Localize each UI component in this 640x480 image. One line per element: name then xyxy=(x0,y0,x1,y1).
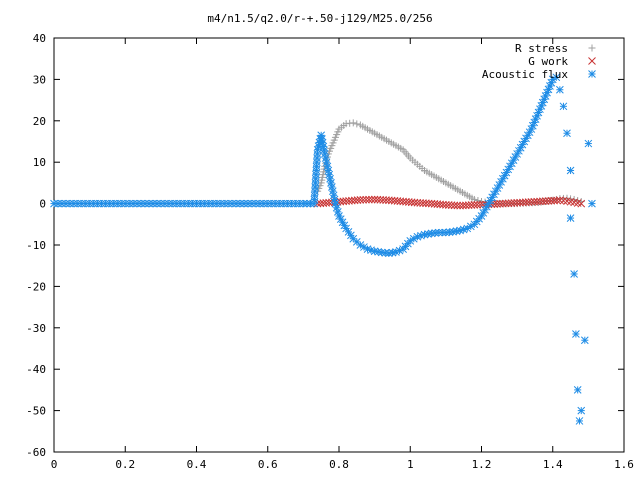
x-tick-label: 0.4 xyxy=(187,458,207,471)
data-point xyxy=(546,82,554,90)
data-point xyxy=(365,195,373,204)
data-point xyxy=(359,195,368,204)
y-tick-label: 20 xyxy=(33,115,46,128)
data-point xyxy=(349,119,357,127)
data-point xyxy=(559,102,568,111)
data-point xyxy=(566,214,575,222)
data-point xyxy=(255,199,264,208)
data-point xyxy=(362,195,370,204)
data-point xyxy=(584,139,593,148)
data-point xyxy=(196,199,205,208)
axes: 0 0.2 0.4 0.6 0.8 1 1.2 1.4 1.6 40 30 20 10 0 -10 -20 -3… xyxy=(26,32,634,471)
x-tick-label: 1 xyxy=(407,458,414,471)
x-tick-label: 1.4 xyxy=(543,458,563,471)
legend-marker xyxy=(588,57,596,65)
y-tick-label: 10 xyxy=(33,156,46,169)
data-point xyxy=(81,199,90,208)
x-tick-label: 0 xyxy=(51,458,58,471)
data-marks xyxy=(50,73,596,425)
series-2 xyxy=(50,73,596,425)
legend-label: G work xyxy=(528,55,568,68)
data-point xyxy=(572,330,580,338)
data-point xyxy=(58,199,66,208)
x-tick-label: 0.2 xyxy=(115,458,135,471)
data-point xyxy=(473,200,482,209)
data-point xyxy=(575,417,584,425)
plot-frame xyxy=(53,37,625,453)
data-point xyxy=(453,201,462,210)
data-point xyxy=(129,199,138,208)
x-tick-label: 1.2 xyxy=(472,458,492,471)
data-point xyxy=(577,406,586,415)
series-1 xyxy=(313,195,586,210)
data-point xyxy=(252,199,260,208)
data-point xyxy=(577,199,586,208)
y-tick-label: 40 xyxy=(33,32,46,45)
data-point xyxy=(325,170,334,179)
legend-label: Acoustic flux xyxy=(482,68,568,81)
data-point xyxy=(89,199,98,208)
legend-marker xyxy=(588,44,596,52)
data-point xyxy=(204,199,213,208)
data-point xyxy=(329,191,338,200)
chart-title: m4/n1.5/q2.0/r-+.50-j129/M25.0/256 xyxy=(207,12,432,25)
data-point xyxy=(467,201,476,209)
data-point xyxy=(50,199,58,208)
data-point xyxy=(73,199,82,208)
data-point xyxy=(200,199,209,208)
legend-marker xyxy=(588,70,596,78)
series-0 xyxy=(314,119,585,208)
data-point xyxy=(164,199,173,208)
data-point xyxy=(367,195,376,204)
data-point xyxy=(109,199,118,208)
data-point xyxy=(220,199,229,208)
data-point xyxy=(463,224,472,233)
y-tick-label: -50 xyxy=(26,405,46,418)
data-point xyxy=(295,199,304,208)
y-tick-label: -10 xyxy=(26,239,46,252)
data-point xyxy=(470,200,479,209)
legend-label: R stress xyxy=(515,42,568,55)
data-point xyxy=(563,129,571,138)
data-point xyxy=(580,336,589,345)
data-point xyxy=(406,237,415,245)
data-point xyxy=(356,196,365,204)
data-point xyxy=(224,199,233,208)
data-point xyxy=(303,199,311,208)
x-tick-label: 0.6 xyxy=(258,458,278,471)
data-point xyxy=(490,190,498,199)
y-tick-label: -20 xyxy=(26,280,46,293)
data-point xyxy=(353,120,361,128)
y-tick-label: 0 xyxy=(39,198,46,211)
y-tick-label: -30 xyxy=(26,322,46,335)
data-point xyxy=(69,199,78,208)
x-tick-label: 1.6 xyxy=(614,458,634,471)
data-point xyxy=(236,199,244,208)
data-point xyxy=(212,199,221,208)
data-point xyxy=(573,386,582,394)
data-point xyxy=(556,85,564,94)
data-point xyxy=(85,199,94,208)
y-tick-label: -40 xyxy=(26,363,46,376)
data-point xyxy=(553,196,561,205)
data-point xyxy=(287,199,296,208)
y-tick-label: 30 xyxy=(33,73,46,86)
x-tick-label: 0.8 xyxy=(329,458,349,471)
data-point xyxy=(54,199,62,208)
y-tick-label: -60 xyxy=(26,446,46,459)
data-point xyxy=(570,270,578,278)
data-point xyxy=(552,73,561,82)
data-point xyxy=(566,166,575,175)
data-point xyxy=(588,199,596,208)
